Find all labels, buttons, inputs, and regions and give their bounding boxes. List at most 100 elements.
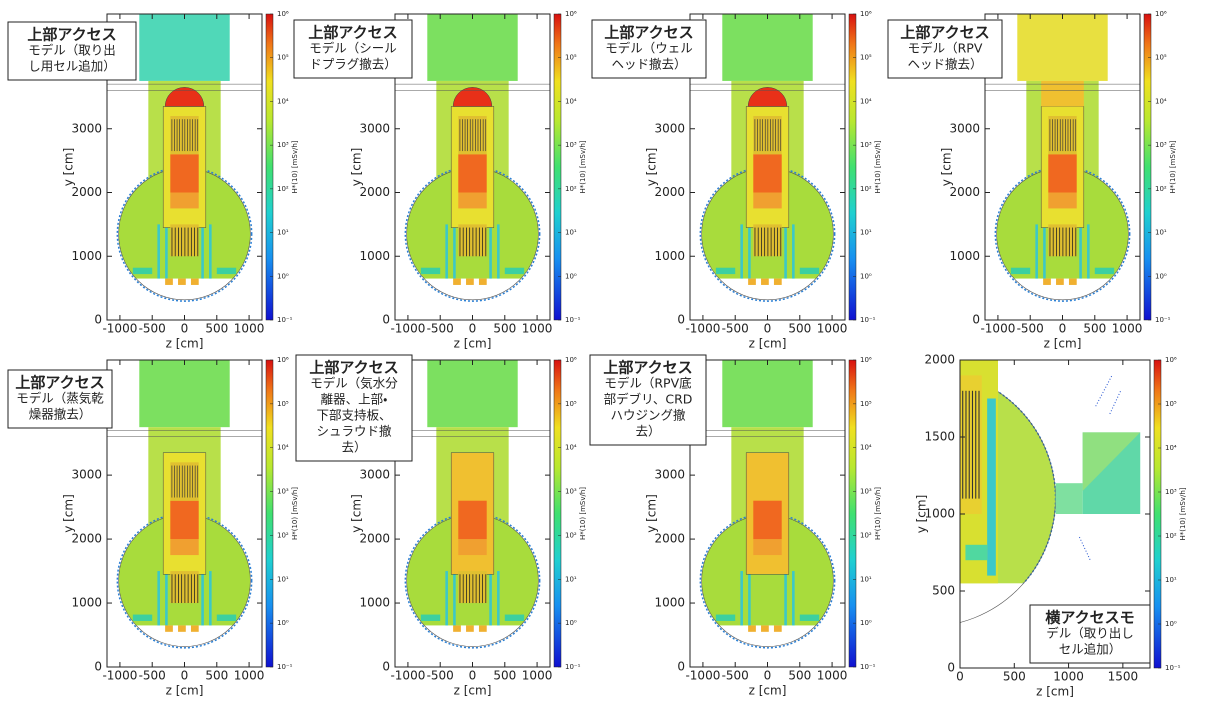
colorbar-tick-label: 10⁵	[565, 400, 577, 408]
region	[476, 574, 477, 603]
x-tick-label: 0	[1059, 322, 1067, 336]
region	[770, 119, 771, 151]
y-tick-label: 2000	[71, 532, 102, 546]
region	[497, 571, 500, 625]
y-tick-label: 1000	[71, 249, 102, 263]
colorbar-tick-label: 10¹	[565, 229, 577, 237]
panel: -1000-500050010000100020003000z [cm]y [c…	[592, 10, 882, 351]
x-tick-label: -1000	[685, 669, 720, 683]
region	[463, 228, 464, 257]
y-tick-label: 0	[947, 661, 955, 675]
x-tick-label: 0	[764, 669, 772, 683]
x-tick-label: 500	[788, 669, 811, 683]
colorbar-tick-label: 10³	[565, 488, 577, 496]
y-tick-label: 3000	[949, 121, 980, 135]
scatter-track	[1110, 391, 1121, 414]
colorbar-tick-label: 10⁶	[565, 356, 577, 364]
region	[1048, 193, 1076, 209]
y-tick-label: 2000	[949, 185, 980, 199]
region	[217, 268, 236, 274]
colorbar-label: H*(10) [mSv/h]	[291, 140, 299, 193]
colorbar-tick-label: 10⁰	[1155, 272, 1167, 280]
colorbar-tick-label: 10⁶	[565, 10, 577, 18]
x-axis-label: z [cm]	[1036, 685, 1074, 699]
region	[178, 625, 186, 631]
region	[201, 224, 204, 278]
y-tick-label: 0	[94, 313, 102, 327]
colorbar-tick-label: 10⁻¹	[1165, 664, 1181, 672]
colorbar-tick-label: 10⁴	[1155, 97, 1167, 105]
annotation-text: し用セル追加）	[28, 59, 116, 74]
scatter-track	[1079, 537, 1090, 560]
region	[1073, 119, 1074, 151]
panel: -1000-500050010000100020003000z [cm]y [c…	[8, 356, 299, 698]
x-tick-label: 0	[956, 670, 964, 684]
region	[1066, 228, 1067, 257]
region	[1053, 228, 1054, 257]
y-axis-label: y [cm]	[350, 148, 364, 187]
colorbar-tick-label: 10¹	[860, 229, 872, 237]
y-tick-label: 3000	[359, 468, 390, 482]
region	[965, 545, 987, 560]
region	[476, 228, 477, 257]
region	[1059, 228, 1060, 257]
region	[1043, 279, 1051, 285]
figure: -1000-500050010000100020003000z [cm]y [c…	[0, 0, 1215, 704]
region	[195, 119, 196, 151]
region	[497, 224, 500, 278]
annotation-text: モデル（ウェル	[605, 41, 693, 56]
region	[1075, 119, 1076, 151]
region	[178, 574, 179, 603]
region	[1063, 228, 1064, 257]
region	[172, 466, 173, 498]
colorbar-tick-label: 10²	[277, 185, 289, 193]
colorbar-tick-label: 10⁴	[860, 444, 872, 452]
colorbar-label: H*(10) [mSv/h]	[579, 487, 587, 540]
x-tick-label: -1000	[390, 322, 425, 336]
colorbar-tick-label: 10⁻¹	[565, 663, 581, 671]
colorbar-tick-label: 10⁴	[860, 97, 872, 105]
colorbar-tick-label: 10⁵	[1165, 400, 1177, 408]
region	[775, 119, 776, 151]
y-tick-label: 1000	[949, 249, 980, 263]
region	[761, 625, 769, 631]
region	[190, 119, 191, 151]
colorbar-tick-label: 10³	[277, 141, 289, 149]
region	[187, 466, 188, 498]
x-tick-label: 1000	[234, 322, 265, 336]
panel: 0500100015000500100015002000z [cm]y [cm]…	[799, 353, 1187, 699]
heatmap	[979, 14, 1147, 320]
annotation-text: 上部アクセス	[15, 374, 104, 392]
colorbar-tick-label: 10²	[860, 531, 872, 539]
colorbar	[266, 360, 273, 667]
y-tick-label: 0	[677, 660, 685, 674]
y-tick-label: 0	[382, 660, 390, 674]
region	[187, 119, 188, 151]
x-tick-label: -1000	[685, 322, 720, 336]
region	[978, 391, 979, 499]
region	[197, 466, 198, 498]
scatter-track	[1096, 375, 1112, 406]
colorbar	[554, 360, 561, 667]
colorbar-tick-label: 10²	[565, 185, 577, 193]
region	[485, 228, 486, 257]
region	[489, 571, 492, 625]
region	[191, 625, 199, 631]
region	[165, 571, 168, 625]
colorbar-tick-label: 10⁵	[860, 54, 872, 62]
region	[505, 615, 524, 621]
region	[777, 228, 778, 257]
y-tick-label: 500	[932, 584, 955, 598]
annotation-text: モデル（RPV底	[604, 376, 691, 391]
region	[172, 119, 173, 151]
region	[217, 615, 236, 621]
region	[185, 466, 186, 498]
region	[1056, 228, 1057, 257]
region	[722, 360, 812, 427]
y-tick-label: 2000	[359, 532, 390, 546]
annotation-text: 上部アクセス	[308, 24, 397, 42]
region	[466, 574, 467, 603]
x-tick-label: 1000	[817, 669, 848, 683]
region	[740, 571, 743, 625]
